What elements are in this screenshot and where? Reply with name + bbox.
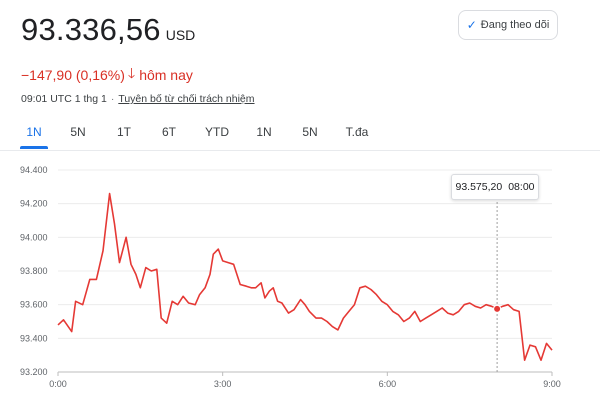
tooltip-value: 93.575,20 <box>455 181 503 193</box>
quote-timestamp: 09:01 UTC 1 thg 1 <box>21 93 107 105</box>
x-tick-label: 6:00 <box>379 379 397 389</box>
price-series-line <box>57 192 553 361</box>
meta-separator: · <box>110 93 115 105</box>
change-period: hôm nay <box>139 67 193 83</box>
follow-button-label: Đang theo dõi <box>480 19 550 31</box>
tab-0[interactable]: 1N <box>14 117 54 149</box>
currency-label: USD <box>165 27 196 43</box>
time-range-tabs: 1N 5N 1T 6T YTD 1N 5N T.đa <box>14 117 380 151</box>
check-icon: ✓ <box>466 18 477 32</box>
tabs-divider <box>0 150 600 151</box>
price-change: −147,90 (0,16%) 🡓 hôm nay <box>21 63 193 87</box>
quote-meta: 09:01 UTC 1 thg 1 · Tuyên bố từ chối trá… <box>21 93 255 105</box>
hover-point <box>493 304 502 313</box>
tab-6[interactable]: 5N <box>302 125 318 139</box>
current-price: 93.336,56 <box>21 12 161 47</box>
tab-1[interactable]: 5N <box>70 125 86 139</box>
y-tick-label: 93.600 <box>20 300 48 310</box>
y-tick-label: 94.400 <box>20 165 48 175</box>
x-tick-label: 3:00 <box>214 379 232 389</box>
tab-2[interactable]: 1T <box>116 125 131 139</box>
tab-4[interactable]: YTD <box>205 125 229 139</box>
y-tick-label: 94.200 <box>20 199 48 209</box>
x-tick-label: 9:00 <box>543 379 561 389</box>
follow-button[interactable]: ✓ Đang theo dõi <box>458 10 558 40</box>
y-tick-label: 93.800 <box>20 266 48 276</box>
price-row: 93.336,56 USD <box>21 12 195 48</box>
y-tick-label: 93.400 <box>20 333 48 343</box>
tooltip-time: 08:00 <box>508 181 535 193</box>
disclaimer-link[interactable]: Tuyên bố từ chối trách nhiệm <box>118 93 255 105</box>
arrow-down-icon: 🡓 <box>127 65 136 81</box>
tab-3[interactable]: 6T <box>161 125 176 139</box>
chart-tooltip: 93.575,20 08:00 <box>451 174 539 200</box>
change-value: −147,90 (0,16%) <box>21 67 125 83</box>
tab-5[interactable]: 1N <box>256 125 272 139</box>
y-tick-label: 93.200 <box>20 367 48 377</box>
price-chart: 93.200 93.400 93.600 93.800 94.000 94.200 94.4… <box>20 165 561 389</box>
tab-7[interactable]: T.đa <box>345 125 369 139</box>
x-tick-label: 0:00 <box>49 379 67 389</box>
y-tick-label: 94.000 <box>20 232 48 242</box>
